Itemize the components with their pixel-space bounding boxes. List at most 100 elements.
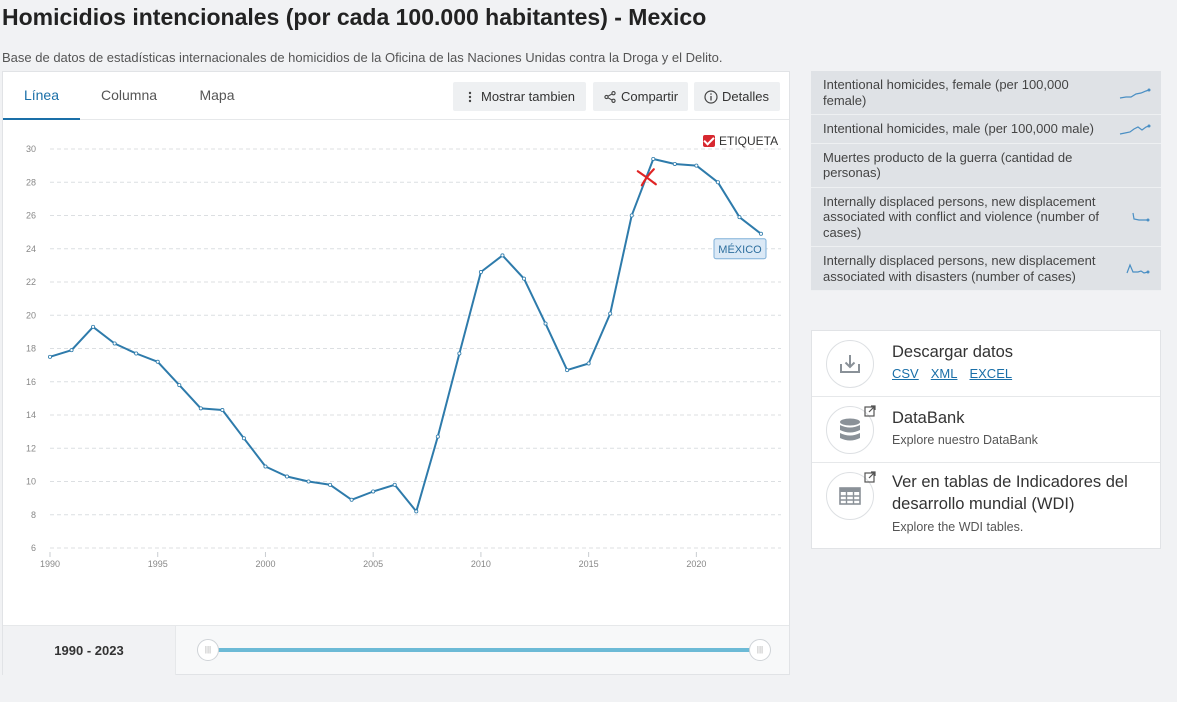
- data-point[interactable]: [608, 311, 613, 316]
- range-slider-track[interactable]: [208, 648, 760, 652]
- data-point[interactable]: [112, 341, 117, 346]
- sparkline-rising-icon: [1119, 124, 1151, 135]
- range-slider-end-handle[interactable]: |||: [749, 639, 771, 661]
- related-indicators: Intentional homicides, female (per 100,0…: [811, 71, 1161, 291]
- chart-panel: Línea Columna Mapa Mostrar tambien Compa…: [2, 71, 790, 675]
- data-point[interactable]: [715, 180, 720, 185]
- related-item-idp-conflict[interactable]: Internally displaced persons, new displa…: [811, 187, 1161, 247]
- data-point[interactable]: [134, 351, 139, 356]
- data-point[interactable]: [629, 213, 634, 218]
- data-point[interactable]: [651, 156, 656, 161]
- data-point[interactable]: [759, 231, 764, 236]
- databank-desc: Explore nuestro DataBank: [892, 433, 1038, 447]
- related-item-idp-disasters[interactable]: Internally displaced persons, new displa…: [811, 247, 1161, 291]
- data-point[interactable]: [69, 348, 74, 353]
- download-xml-link[interactable]: XML: [930, 366, 958, 381]
- wdi-title-line2: desarrollo mundial (WDI): [892, 495, 1075, 513]
- label-toggle[interactable]: ETIQUETA: [703, 134, 778, 150]
- share-icon: [603, 82, 617, 111]
- y-tick-label: 24: [26, 244, 36, 254]
- data-point[interactable]: [565, 368, 570, 373]
- related-item-label: Intentional homicides, male (per 100,000…: [823, 121, 1094, 136]
- data-point[interactable]: [306, 479, 311, 484]
- y-tick-label: 16: [26, 377, 36, 387]
- data-point[interactable]: [435, 434, 440, 439]
- data-point[interactable]: [48, 354, 53, 359]
- data-point[interactable]: [263, 464, 268, 469]
- download-title: Descargar datos: [892, 343, 1014, 361]
- data-point[interactable]: [457, 351, 462, 356]
- details-button[interactable]: Detalles: [694, 82, 780, 111]
- details-label: Detalles: [722, 89, 769, 104]
- y-tick-label: 30: [26, 144, 36, 154]
- data-point[interactable]: [586, 361, 591, 366]
- data-point[interactable]: [328, 482, 333, 487]
- series-line-mexico: [49, 158, 762, 513]
- x-tick-label: 2005: [363, 559, 383, 569]
- download-links: CSV XML EXCEL: [892, 366, 1024, 381]
- data-point[interactable]: [155, 359, 160, 364]
- range-slider-start-handle[interactable]: |||: [197, 639, 219, 661]
- databank-title: DataBank: [892, 409, 965, 427]
- data-point[interactable]: [737, 215, 742, 220]
- y-tick-label: 28: [26, 177, 36, 187]
- external-link-icon: [864, 405, 876, 417]
- x-tick-label: 2010: [471, 559, 491, 569]
- tab-linea[interactable]: Línea: [3, 72, 80, 120]
- data-point[interactable]: [198, 406, 203, 411]
- wdi-card[interactable]: Ver en tablas de Indicadores del desarro…: [812, 463, 1160, 549]
- data-point[interactable]: [220, 408, 225, 413]
- external-link-icon: [864, 471, 876, 483]
- related-item-male[interactable]: Intentional homicides, male (per 100,000…: [811, 115, 1161, 144]
- data-point[interactable]: [91, 324, 96, 329]
- data-point[interactable]: [284, 474, 289, 479]
- data-point[interactable]: [500, 253, 505, 258]
- related-item-female[interactable]: Intentional homicides, female (per 100,0…: [811, 71, 1161, 115]
- share-button[interactable]: Compartir: [593, 82, 688, 111]
- show-also-button[interactable]: Mostrar tambien: [453, 82, 586, 111]
- data-point[interactable]: [672, 161, 677, 166]
- y-tick-label: 14: [26, 410, 36, 420]
- data-point[interactable]: [177, 383, 182, 388]
- tab-mapa[interactable]: Mapa: [199, 87, 235, 103]
- share-label: Compartir: [621, 89, 679, 104]
- annotation-x-mark: [636, 168, 657, 187]
- related-item-war-deaths[interactable]: Muertes producto de la guerra (cantidad …: [811, 143, 1161, 188]
- more-vertical-icon: [463, 82, 477, 111]
- download-excel-link[interactable]: EXCEL: [969, 366, 1013, 381]
- sparkline-falling-icon: [1132, 212, 1150, 222]
- y-tick-label: 8: [31, 510, 36, 520]
- page-subtitle: Base de datos de estadísticas internacio…: [2, 50, 723, 65]
- y-tick-label: 18: [26, 344, 36, 354]
- table-icon: [826, 472, 874, 520]
- database-icon: [826, 406, 874, 454]
- download-data-card: Descargar datos CSV XML EXCEL: [812, 331, 1160, 397]
- data-point[interactable]: [543, 321, 548, 326]
- x-tick-label: 1990: [40, 559, 60, 569]
- tab-columna[interactable]: Columna: [100, 87, 158, 103]
- data-point[interactable]: [414, 509, 419, 514]
- show-also-label: Mostrar tambien: [481, 89, 575, 104]
- y-tick-label: 6: [31, 543, 36, 553]
- y-tick-label: 22: [26, 277, 36, 287]
- data-point[interactable]: [371, 489, 376, 494]
- download-csv-link[interactable]: CSV: [892, 366, 919, 381]
- checkbox-checked-icon[interactable]: [703, 135, 715, 147]
- data-point[interactable]: [392, 482, 397, 487]
- data-point[interactable]: [694, 163, 699, 168]
- series-label-box: [713, 238, 767, 260]
- x-tick-label: 2000: [255, 559, 275, 569]
- sparkline-peak-icon: [1126, 262, 1150, 274]
- page-title: Homicidios intencionales (por cada 100.0…: [2, 4, 707, 30]
- data-point[interactable]: [241, 436, 246, 441]
- label-toggle-text: ETIQUETA: [719, 134, 779, 148]
- y-tick-label: 20: [26, 310, 36, 320]
- data-point[interactable]: [478, 270, 483, 275]
- download-icon[interactable]: [826, 340, 874, 388]
- data-point[interactable]: [349, 497, 354, 502]
- info-icon: [704, 82, 718, 111]
- wdi-title-line1: Ver en tablas de Indicadores del: [892, 473, 1128, 491]
- data-point[interactable]: [522, 276, 527, 281]
- related-item-label: Muertes producto de la guerra (cantidad …: [823, 149, 1073, 181]
- databank-card[interactable]: DataBank Explore nuestro DataBank: [812, 397, 1160, 463]
